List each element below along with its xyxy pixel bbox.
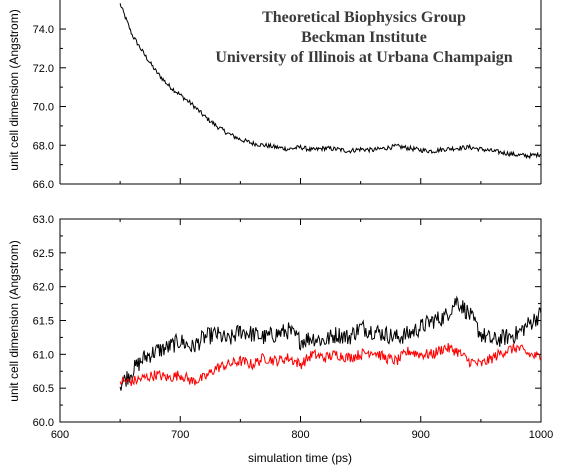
top-y-tick-label: 74.0 <box>33 24 54 36</box>
bottom-panel-frame <box>59 218 542 423</box>
top-series-black-line <box>119 3 541 160</box>
bottom-y-tick-label: 61.5 <box>33 316 54 328</box>
bottom-x-tick-label: 600 <box>51 429 69 441</box>
bottom-y-axis-title: unit cell dimension (Angstrom) <box>7 240 21 401</box>
bottom-panel-series <box>119 295 541 391</box>
bottom-y-tick-label: 62.0 <box>33 282 54 294</box>
top-panel-ticks: 66.0 68.0 70.0 72.0 74.0 <box>33 0 542 191</box>
top-y-tick-label: 68.0 <box>33 140 54 152</box>
bottom-x-tick-label: 900 <box>412 429 430 441</box>
header-line-2: Beckman Institute <box>301 29 427 46</box>
bottom-x-tick-label: 800 <box>291 429 309 441</box>
bottom-x-tick-label: 700 <box>171 429 189 441</box>
bottom-panel-ticks: 60.0 60.5 61.0 61.5 62.0 62.5 63.0 600 700 800 900… <box>33 214 554 441</box>
bottom-y-tick-label: 60.0 <box>33 417 54 429</box>
top-y-tick-label: 70.0 <box>33 102 54 114</box>
bottom-x-tick-label: 1000 <box>529 429 553 441</box>
bottom-series-black-line <box>119 295 541 391</box>
bottom-series-red-line <box>119 343 541 387</box>
x-axis-title: simulation time (ps) <box>248 451 352 465</box>
bottom-y-tick-label: 61.0 <box>33 349 54 361</box>
top-y-tick-label: 66.0 <box>33 179 54 191</box>
header-line-1: Theoretical Biophysics Group <box>262 9 466 26</box>
bottom-y-tick-label: 62.5 <box>33 248 54 260</box>
top-y-tick-label: 72.0 <box>33 63 54 75</box>
top-panel-series <box>119 3 541 160</box>
header-line-3: University of Illinois at Urbana Champai… <box>215 49 512 66</box>
bottom-y-tick-label: 60.5 <box>33 383 54 395</box>
bottom-y-tick-label: 63.0 <box>33 214 54 226</box>
top-y-axis-title: unit cell dimension (Angstrom) <box>7 9 21 170</box>
